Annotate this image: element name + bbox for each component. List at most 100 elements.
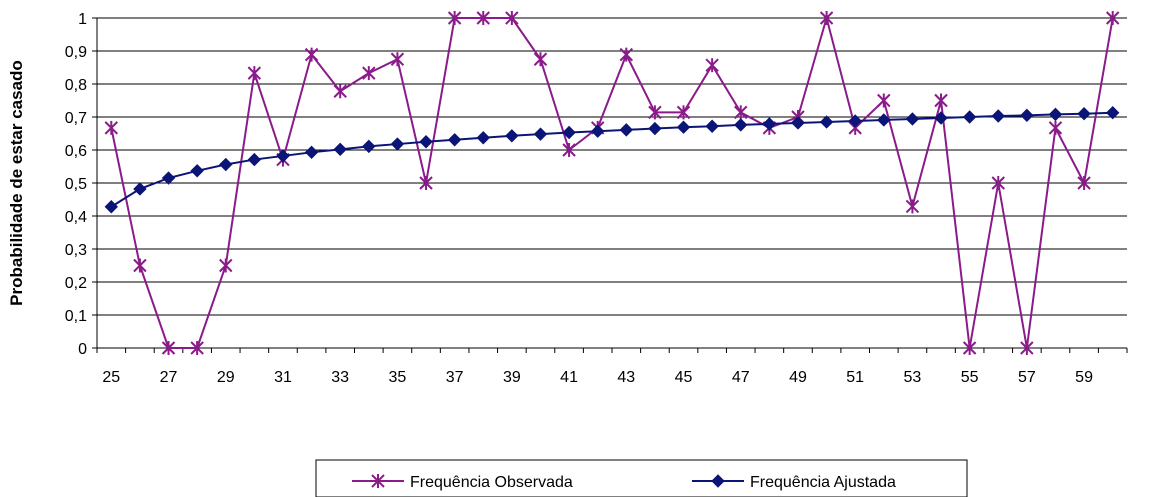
- data-point-star: [476, 11, 490, 25]
- data-point-star: [734, 105, 748, 120]
- y-tick-label: 0,7: [65, 110, 87, 127]
- x-tick-label: 41: [560, 369, 578, 386]
- data-point-diamond: [762, 117, 777, 131]
- legend-item: Frequência Ajustada: [692, 474, 896, 491]
- x-tick-label: 55: [961, 369, 979, 386]
- data-point-star: [304, 47, 319, 62]
- data-point-star: [1077, 176, 1091, 190]
- data-point-star: [190, 341, 204, 355]
- data-point-diamond: [161, 171, 176, 185]
- data-point-diamond: [362, 139, 376, 154]
- x-tick-label: 57: [1018, 369, 1036, 386]
- y-tick-label: 1: [78, 11, 87, 28]
- data-point-star: [905, 199, 920, 214]
- data-point-diamond: [819, 115, 834, 129]
- data-point-diamond: [333, 142, 347, 157]
- y-tick-label: 0: [78, 341, 87, 358]
- series-1: [104, 11, 1120, 355]
- data-point-diamond: [505, 129, 519, 143]
- data-point-diamond: [590, 124, 605, 138]
- data-point-star: [533, 52, 548, 67]
- x-tick-label: 29: [217, 369, 235, 386]
- data-point-diamond: [1048, 107, 1063, 122]
- data-point-star: [362, 66, 376, 81]
- y-axis-label: Probabilidade de estar casado: [7, 60, 26, 306]
- data-point-diamond: [190, 164, 204, 178]
- data-point-diamond: [247, 152, 262, 167]
- y-tick-labels: 0 0,1 0,2 0,3 0,4 0,5 0,6 0,7 0,8 0,9 1: [65, 11, 87, 358]
- data-point-diamond: [934, 111, 948, 125]
- data-point-diamond: [1020, 108, 1034, 123]
- x-tick-label: 25: [102, 369, 120, 386]
- legend-label: Frequência Ajustada: [750, 474, 896, 491]
- data-point-diamond: [711, 474, 725, 488]
- x-tick-label: 53: [904, 369, 922, 386]
- x-tick-label: 37: [446, 369, 464, 386]
- data-point-diamond: [905, 112, 920, 126]
- data-point-diamond: [276, 149, 290, 163]
- x-tick-label: 59: [1075, 369, 1093, 386]
- data-point-star: [1105, 11, 1120, 25]
- data-point-star: [1048, 120, 1063, 135]
- data-point-star: [104, 120, 119, 135]
- x-tick-label: 33: [331, 369, 349, 386]
- series-layer: [104, 11, 1120, 355]
- data-point-diamond: [676, 120, 691, 134]
- data-point-diamond: [104, 200, 119, 214]
- data-point-star: [877, 93, 891, 108]
- data-point-star: [219, 258, 233, 273]
- data-point-diamond: [133, 182, 147, 196]
- axes: [92, 17, 1128, 353]
- x-tick-label: 51: [846, 369, 864, 386]
- data-point-diamond: [791, 116, 805, 130]
- data-point-diamond: [533, 127, 548, 141]
- data-point-diamond: [848, 114, 862, 128]
- x-tick-labels: 25 27 29 31 33 35 37 39 41 43 45 47 49 51 53 55 57 59: [102, 369, 1093, 386]
- x-tick-label: 45: [675, 369, 693, 386]
- data-point-star: [648, 105, 662, 120]
- legend-box: [315, 459, 968, 497]
- series-line: [110, 111, 1113, 208]
- y-tick-label: 0,1: [65, 308, 87, 325]
- data-point-star: [934, 93, 948, 108]
- data-point-diamond: [476, 131, 490, 145]
- data-point-star: [371, 474, 385, 488]
- data-point-diamond: [1105, 106, 1120, 120]
- y-tick-label: 0,4: [65, 209, 87, 226]
- data-point-star: [705, 58, 719, 73]
- data-point-diamond: [619, 123, 634, 137]
- y-tick-label: 0,2: [65, 275, 87, 292]
- data-point-diamond: [877, 113, 891, 127]
- series-line: [110, 14, 1114, 349]
- data-point-star: [447, 11, 462, 25]
- series-2: [104, 106, 1120, 214]
- data-point-diamond: [562, 125, 576, 140]
- data-point-diamond: [705, 119, 719, 133]
- data-point-star: [962, 341, 977, 355]
- data-point-diamond: [991, 109, 1005, 123]
- data-point-star: [247, 66, 262, 81]
- data-point-star: [619, 47, 634, 62]
- data-point-star: [819, 11, 834, 25]
- data-point-diamond: [447, 133, 462, 147]
- legend-item: Frequência Observada: [352, 474, 573, 491]
- x-tick-label: 49: [789, 369, 807, 386]
- data-point-star: [133, 258, 147, 273]
- y-tick-label: 0,3: [65, 242, 87, 259]
- gridlines: [97, 17, 1127, 316]
- data-point-diamond: [962, 110, 977, 124]
- data-point-star: [161, 341, 176, 355]
- data-point-star: [390, 52, 405, 67]
- y-tick-label: 0,6: [65, 143, 87, 160]
- data-point-diamond: [1077, 106, 1091, 121]
- data-point-star: [333, 84, 347, 99]
- y-tick-label: 0,5: [65, 176, 87, 193]
- data-point-star: [1020, 341, 1034, 355]
- y-tick-label: 0,9: [65, 44, 87, 61]
- data-point-star: [419, 176, 433, 190]
- data-point-diamond: [390, 137, 405, 151]
- data-point-diamond: [734, 118, 748, 132]
- x-tick-label: 27: [160, 369, 178, 386]
- data-point-diamond: [419, 135, 433, 149]
